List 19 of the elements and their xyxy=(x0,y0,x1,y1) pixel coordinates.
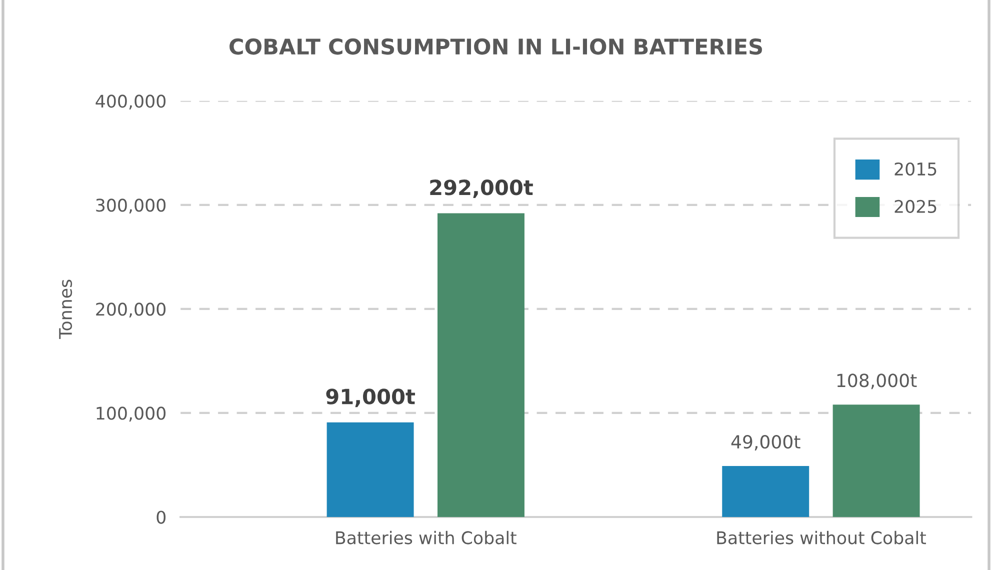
x-tick-label: Batteries with Cobalt xyxy=(336,530,516,544)
y-tick-label: 300,000 xyxy=(96,198,166,214)
legend-label: 2025 xyxy=(894,200,936,213)
bar xyxy=(326,422,414,517)
y-tick-label: 400,000 xyxy=(96,94,166,110)
data-label: 91,000t xyxy=(326,388,415,408)
y-tick-label: 100,000 xyxy=(96,406,166,422)
y-tick-label: 200,000 xyxy=(96,302,166,318)
y-tick-label: 0 xyxy=(156,510,166,524)
data-label: 108,000t xyxy=(837,374,917,390)
chart-title: COBALT CONSUMPTION IN LI-ION BATTERIES xyxy=(230,38,762,55)
legend-label: 2015 xyxy=(894,162,936,176)
bar xyxy=(832,404,920,517)
data-label: 49,000t xyxy=(731,434,800,450)
y-axis-title: Tonnes xyxy=(59,280,72,339)
bar xyxy=(437,213,524,517)
bar xyxy=(722,466,810,517)
x-tick-label: Batteries without Cobalt xyxy=(717,530,926,544)
data-label: 292,000t xyxy=(430,180,533,198)
